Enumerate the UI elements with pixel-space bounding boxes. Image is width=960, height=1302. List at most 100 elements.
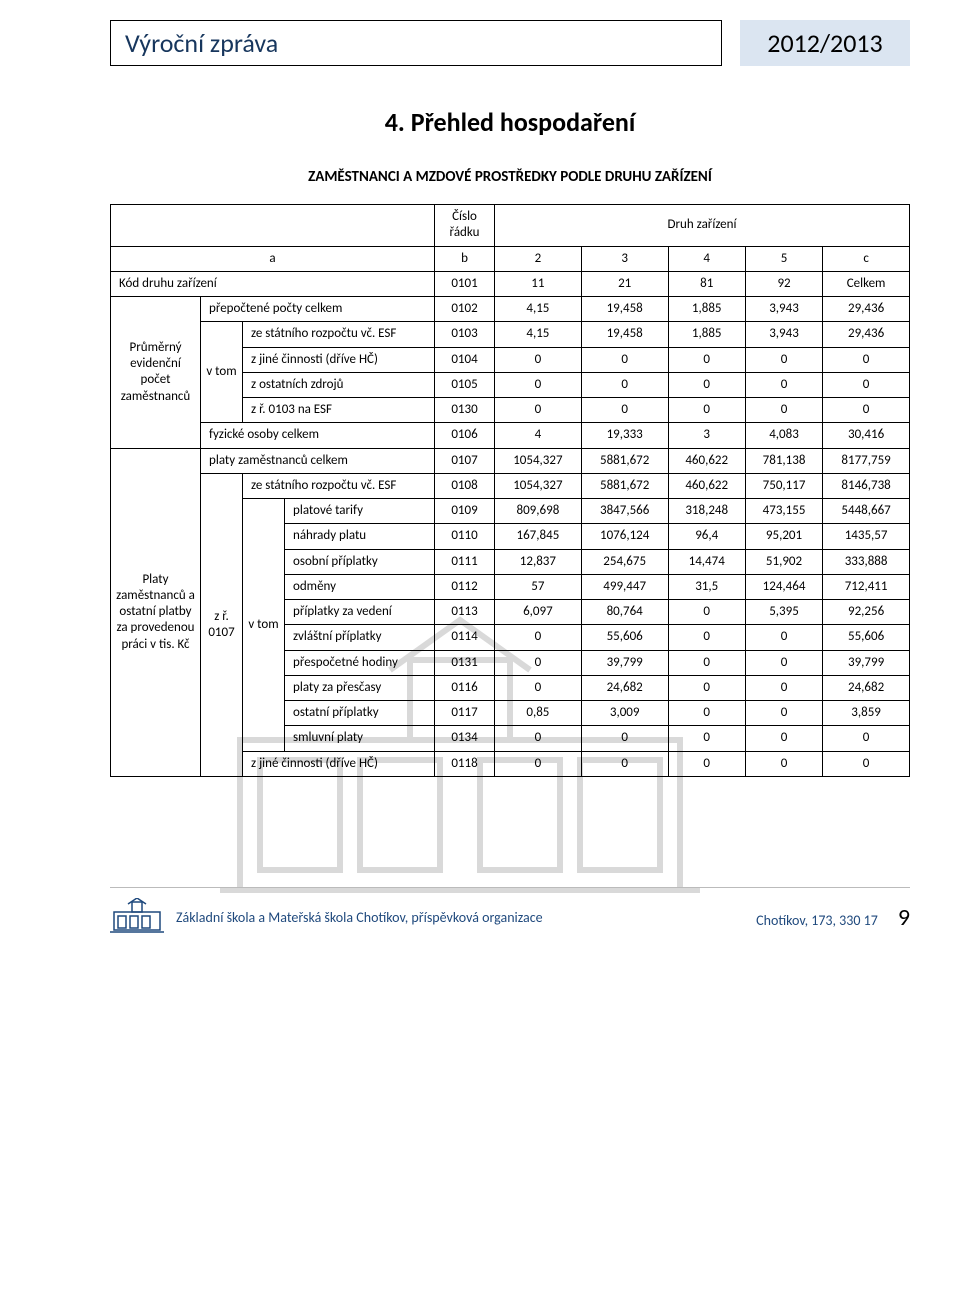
cell: 8146,738: [823, 473, 910, 498]
cell: 0: [745, 398, 822, 423]
cell: 21: [581, 271, 668, 296]
cell: 460,622: [668, 473, 745, 498]
page-header: Výroční zpráva 2012/2013: [110, 20, 910, 66]
cell: 499,447: [581, 574, 668, 599]
cell: 31,5: [668, 574, 745, 599]
block-b-zr: z ř. 0107: [201, 473, 243, 776]
cell: 0: [745, 650, 822, 675]
section-subheading: ZAMĚSTNANCI A MZDOVÉ PROSTŘEDKY PODLE DR…: [110, 168, 910, 186]
cell: 14,474: [668, 549, 745, 574]
row-num: 0116: [435, 675, 495, 700]
row-num: 0110: [435, 524, 495, 549]
cell: 473,155: [745, 499, 822, 524]
row-label: platy zaměstnanců celkem: [201, 448, 435, 473]
cell: 0: [823, 726, 910, 751]
cell: 0: [495, 650, 582, 675]
cell: 3,859: [823, 701, 910, 726]
row-num: 0103: [435, 322, 495, 347]
cell: 0: [495, 625, 582, 650]
cell: 0: [495, 675, 582, 700]
page-footer: Základní škola a Mateřská škola Chotíkov…: [110, 887, 910, 938]
row-label: náhrady platu: [285, 524, 435, 549]
cell: 0: [581, 751, 668, 776]
cell: 0: [668, 372, 745, 397]
cell: 39,799: [581, 650, 668, 675]
cell: 57: [495, 574, 582, 599]
cell: 0: [668, 675, 745, 700]
cell: 0: [745, 347, 822, 372]
cell: 92: [745, 271, 822, 296]
table-row: fyzické osoby celkem 0106 4 19,333 3 4,0…: [111, 423, 910, 448]
row-label: platové tarify: [285, 499, 435, 524]
cell: 1435,57: [823, 524, 910, 549]
cell: 6,097: [495, 600, 582, 625]
row-label: z ostatních zdrojů: [243, 372, 435, 397]
cell: 750,117: [745, 473, 822, 498]
row-label: z ř. 0103 na ESF: [243, 398, 435, 423]
cell: 0: [823, 372, 910, 397]
cell: 1,885: [668, 297, 745, 322]
col-b: b: [435, 246, 495, 271]
cell: 30,416: [823, 423, 910, 448]
cell: 3: [668, 423, 745, 448]
cell: 29,436: [823, 297, 910, 322]
header-title-box: Výroční zpráva: [110, 20, 722, 66]
row-num: 0114: [435, 625, 495, 650]
row-num: 0131: [435, 650, 495, 675]
row-label: fyzické osoby celkem: [201, 423, 435, 448]
employees-payroll-table: Číslo řádku Druh zařízení a b 2 3 4 5 c …: [110, 204, 910, 777]
row-num: 0118: [435, 751, 495, 776]
table-header-letters: a b 2 3 4 5 c: [111, 246, 910, 271]
col-4: 4: [668, 246, 745, 271]
row-label: osobní příplatky: [285, 549, 435, 574]
cell: 96,4: [668, 524, 745, 549]
cell: 318,248: [668, 499, 745, 524]
block-b-label: Platy zaměstnanců a ostatní platby za pr…: [111, 448, 201, 776]
cell: 5881,672: [581, 473, 668, 498]
cell: 1,885: [668, 322, 745, 347]
row-label: příplatky za vedení: [285, 600, 435, 625]
cell: 4: [495, 423, 582, 448]
cell: 5881,672: [581, 448, 668, 473]
cell: 3,009: [581, 701, 668, 726]
cell: 1054,327: [495, 473, 582, 498]
row-num: 0117: [435, 701, 495, 726]
cell: 51,902: [745, 549, 822, 574]
header-title: Výroční zpráva: [125, 27, 278, 59]
cell: 5448,667: [823, 499, 910, 524]
col-3: 3: [581, 246, 668, 271]
cell: 11: [495, 271, 582, 296]
col-2: 2: [495, 246, 582, 271]
col-a: a: [111, 246, 435, 271]
row-label: z jiné činnosti (dříve HČ): [243, 751, 435, 776]
cell: 0: [823, 751, 910, 776]
cell: 0: [581, 398, 668, 423]
cell: 0: [823, 398, 910, 423]
cell: 4,15: [495, 322, 582, 347]
row-num: 0130: [435, 398, 495, 423]
cell: 55,606: [581, 625, 668, 650]
cell: 333,888: [823, 549, 910, 574]
row-num: 0106: [435, 423, 495, 448]
row-num: 0109: [435, 499, 495, 524]
cell: 0: [745, 625, 822, 650]
cell: 0: [581, 726, 668, 751]
cell: 0: [668, 650, 745, 675]
table-row: Kód druhu zařízení 0101 11 21 81 92 Celk…: [111, 271, 910, 296]
col-c: c: [823, 246, 910, 271]
cell: 0: [495, 398, 582, 423]
cell: 55,606: [823, 625, 910, 650]
page-number: 9: [898, 903, 910, 932]
cell: 0: [668, 726, 745, 751]
footer-place: Chotíkov, 173, 330 17: [756, 912, 878, 929]
cell: 0: [668, 701, 745, 726]
cell: 460,622: [668, 448, 745, 473]
cell: 0,85: [495, 701, 582, 726]
block-a-vtom: v tom: [201, 322, 243, 423]
cell: 254,675: [581, 549, 668, 574]
row-num: 0107: [435, 448, 495, 473]
cell: 92,256: [823, 600, 910, 625]
col-5: 5: [745, 246, 822, 271]
row-num: 0105: [435, 372, 495, 397]
table-row: v tom ze státního rozpočtu vč. ESF 0103 …: [111, 322, 910, 347]
